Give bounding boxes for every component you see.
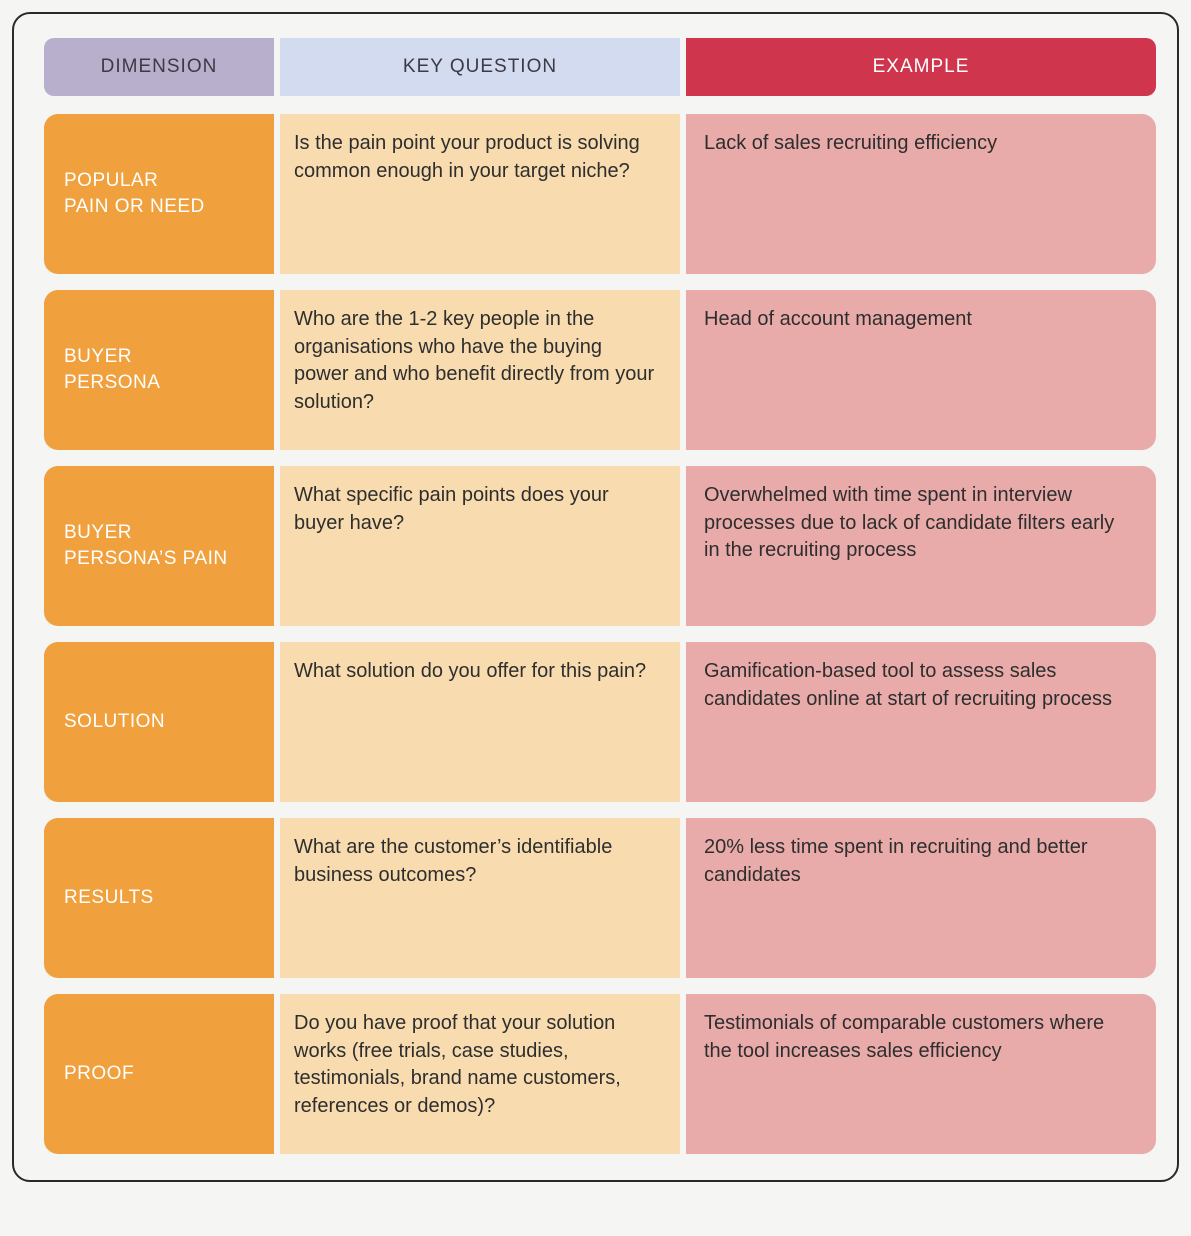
dimension-cell: PROOF bbox=[44, 994, 274, 1154]
example-cell: Overwhelmed with time spent in interview… bbox=[686, 466, 1156, 626]
table-row: BUYERPERSONA Who are the 1-2 key people … bbox=[44, 290, 1147, 450]
dimension-label: SOLUTION bbox=[64, 709, 165, 735]
table-body: POPULARPAIN OR NEED Is the pain point yo… bbox=[44, 114, 1147, 1154]
key-question-cell: Do you have proof that your solution wor… bbox=[280, 994, 680, 1154]
key-question-cell: What are the customer’s identifiable bus… bbox=[280, 818, 680, 978]
example-cell: Head of account management bbox=[686, 290, 1156, 450]
header-example: EXAMPLE bbox=[686, 38, 1156, 96]
dimension-cell: BUYERPERSONA bbox=[44, 290, 274, 450]
example-cell: Lack of sales recruiting efficiency bbox=[686, 114, 1156, 274]
key-question-cell: What specific pain points does your buye… bbox=[280, 466, 680, 626]
header-key-question: KEY QUESTION bbox=[280, 38, 680, 96]
example-cell: Gamification-based tool to assess sales … bbox=[686, 642, 1156, 802]
table-row: PROOF Do you have proof that your soluti… bbox=[44, 994, 1147, 1154]
dimension-label: POPULARPAIN OR NEED bbox=[64, 168, 205, 219]
table-row: BUYERPERSONA’S PAIN What specific pain p… bbox=[44, 466, 1147, 626]
table-row: SOLUTION What solution do you offer for … bbox=[44, 642, 1147, 802]
key-question-cell: What solution do you offer for this pain… bbox=[280, 642, 680, 802]
table-header-row: DIMENSION KEY QUESTION EXAMPLE bbox=[44, 38, 1147, 96]
table-row: POPULARPAIN OR NEED Is the pain point yo… bbox=[44, 114, 1147, 274]
dimension-cell: SOLUTION bbox=[44, 642, 274, 802]
table-row: RESULTS What are the customer’s identifi… bbox=[44, 818, 1147, 978]
dimension-cell: POPULARPAIN OR NEED bbox=[44, 114, 274, 274]
dimension-label: BUYERPERSONA’S PAIN bbox=[64, 520, 228, 571]
example-cell: 20% less time spent in recruiting and be… bbox=[686, 818, 1156, 978]
framework-table: DIMENSION KEY QUESTION EXAMPLE POPULARPA… bbox=[12, 12, 1179, 1182]
key-question-cell: Who are the 1-2 key people in the organi… bbox=[280, 290, 680, 450]
header-dimension: DIMENSION bbox=[44, 38, 274, 96]
dimension-label: RESULTS bbox=[64, 885, 154, 911]
dimension-label: PROOF bbox=[64, 1061, 134, 1087]
example-cell: Testimonials of comparable customers whe… bbox=[686, 994, 1156, 1154]
dimension-cell: RESULTS bbox=[44, 818, 274, 978]
key-question-cell: Is the pain point your product is solvin… bbox=[280, 114, 680, 274]
dimension-cell: BUYERPERSONA’S PAIN bbox=[44, 466, 274, 626]
dimension-label: BUYERPERSONA bbox=[64, 344, 160, 395]
